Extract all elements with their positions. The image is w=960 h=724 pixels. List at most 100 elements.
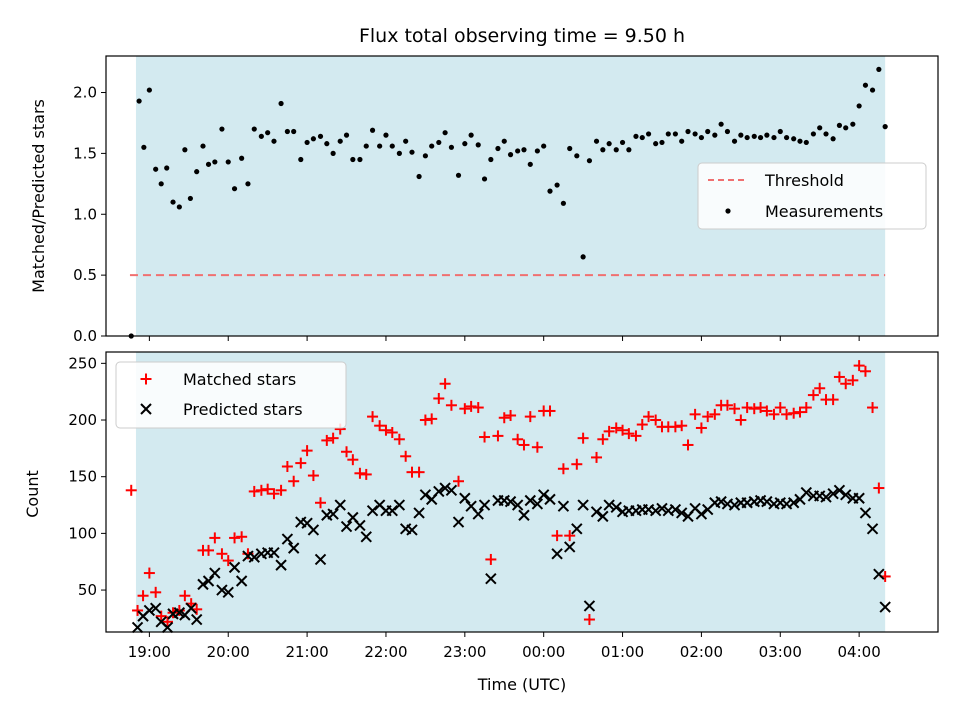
matched-point xyxy=(386,426,398,438)
measurement-point xyxy=(593,138,600,144)
matched-point xyxy=(354,467,366,479)
measurement-point xyxy=(830,136,836,142)
measurement-point xyxy=(757,134,764,141)
panel-ratio-ylabel: Matched/Predicted stars xyxy=(29,99,48,293)
measurement-point xyxy=(284,128,290,135)
matched-point xyxy=(847,374,859,386)
measurement-point xyxy=(862,82,869,88)
predicted-point xyxy=(354,519,366,532)
matched-point xyxy=(597,433,609,445)
matched-point xyxy=(498,412,510,424)
matched-point xyxy=(125,484,137,496)
matched-point xyxy=(327,432,339,444)
y-tick-label: 2.0 xyxy=(73,84,97,102)
measurement-point xyxy=(239,155,245,161)
predicted-point xyxy=(248,551,260,563)
measurement-point xyxy=(475,142,481,148)
matched-point xyxy=(564,530,576,542)
matched-point xyxy=(591,451,603,463)
panel-ratio: 0.00.51.01.52.0 Matched/Predicted stars … xyxy=(29,55,939,345)
legend-measurements-swatch xyxy=(725,208,731,214)
matched-point xyxy=(413,466,425,478)
predicted-point xyxy=(524,494,536,507)
matched-point xyxy=(132,604,144,616)
predicted-point xyxy=(268,546,280,559)
panel-count: 50 100 150 200 250 19:00 20:00 21:00 22:00 23:00… xyxy=(23,351,939,694)
measurement-point xyxy=(468,132,474,138)
predicted-point xyxy=(235,575,248,587)
measurement-point xyxy=(541,143,547,149)
matched-point xyxy=(433,392,445,404)
measurement-point xyxy=(771,134,777,141)
matched-point xyxy=(755,402,767,414)
predicted-point xyxy=(590,506,603,518)
predicted-point xyxy=(287,542,300,554)
matched-point xyxy=(479,431,491,443)
measurement-point xyxy=(495,145,501,152)
measurement-point xyxy=(481,176,488,182)
predicted-point xyxy=(314,553,327,566)
measurement-point xyxy=(600,147,606,153)
matched-point xyxy=(255,484,267,496)
measurement-point xyxy=(738,132,744,138)
predicted-point xyxy=(275,559,287,571)
matched-point xyxy=(301,445,313,457)
matched-point xyxy=(275,484,287,496)
measurement-point xyxy=(626,147,632,153)
measurement-point xyxy=(225,159,231,165)
predicted-point xyxy=(610,501,622,514)
measurement-point xyxy=(265,130,271,136)
predicted-point xyxy=(551,548,563,560)
predicted-point xyxy=(649,504,662,517)
matched-point xyxy=(610,422,622,434)
measurement-point xyxy=(882,124,888,130)
predicted-point xyxy=(715,495,727,508)
predicted-point xyxy=(366,504,379,517)
matched-point xyxy=(794,406,806,418)
matched-point xyxy=(465,400,477,412)
measurement-point xyxy=(836,122,843,128)
predicted-point xyxy=(161,621,174,634)
measurement-point xyxy=(383,132,389,138)
x-tick-label: 22:00 xyxy=(364,643,407,661)
measurement-point xyxy=(856,103,862,109)
matched-point xyxy=(531,441,543,453)
x-tick-label: 00:00 xyxy=(522,643,565,661)
matched-point xyxy=(643,411,655,423)
predicted-point xyxy=(202,575,215,587)
measurement-point xyxy=(619,139,626,146)
predicted-point xyxy=(504,495,517,508)
measurement-point xyxy=(194,169,200,175)
predicted-point xyxy=(185,602,197,614)
measurement-point xyxy=(231,186,238,192)
matched-point xyxy=(505,409,517,421)
measurement-point xyxy=(712,132,718,138)
predicted-point xyxy=(143,604,156,617)
predicted-point xyxy=(728,499,741,511)
predicted-point xyxy=(866,523,879,535)
matched-point xyxy=(650,414,662,426)
measurement-point xyxy=(377,143,383,149)
x-tick-label: 01:00 xyxy=(601,643,644,661)
matched-point xyxy=(453,475,465,487)
measurement-point xyxy=(182,147,188,153)
y-tick-label: 50 xyxy=(78,581,97,599)
matched-point xyxy=(583,614,595,626)
predicted-point xyxy=(393,499,406,511)
measurement-point xyxy=(291,128,297,135)
predicted-point xyxy=(879,601,891,613)
predicted-point xyxy=(577,499,589,511)
measurement-point xyxy=(527,161,533,167)
x-tick-label: 04:00 xyxy=(838,643,881,661)
measurement-point xyxy=(343,132,350,138)
predicted-point xyxy=(571,523,583,535)
matched-point xyxy=(800,402,812,414)
matched-point xyxy=(472,402,484,414)
predicted-point xyxy=(859,507,872,519)
measurement-point xyxy=(797,138,803,144)
predicted-point xyxy=(386,504,398,517)
matched-point xyxy=(557,463,569,475)
measurement-point xyxy=(698,134,705,141)
predicted-point xyxy=(413,507,425,519)
predicted-point xyxy=(445,484,458,497)
